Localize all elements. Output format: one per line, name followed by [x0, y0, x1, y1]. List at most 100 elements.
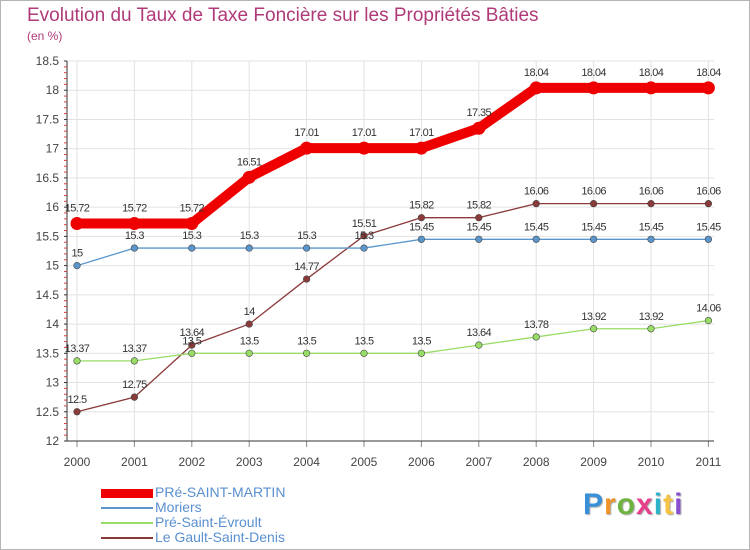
- data-point-s4: [360, 232, 368, 240]
- data-label-s2: 15.45: [409, 221, 434, 233]
- series-line-3: [76, 319, 710, 362]
- y-tick-label: 17.5: [36, 112, 60, 126]
- legend-swatch: [101, 488, 153, 498]
- data-label-s2: 15.45: [524, 221, 549, 233]
- data-point-s3: [73, 357, 81, 365]
- x-tick-label: 2009: [580, 455, 607, 469]
- data-point-s1: [357, 141, 371, 155]
- legend-swatch: [101, 522, 153, 524]
- data-label-s4: 16.06: [581, 186, 606, 198]
- data-label-s1: 17.35: [467, 107, 492, 119]
- data-label-s2: 15.45: [581, 221, 606, 233]
- x-tick-label: 2004: [293, 455, 320, 469]
- x-tick-label: 2007: [465, 455, 492, 469]
- logo-letter: i: [674, 488, 684, 521]
- data-label-s4: 16.06: [639, 186, 664, 198]
- data-label-s4: 15.82: [467, 200, 492, 212]
- x-tick-label: 2006: [408, 455, 435, 469]
- data-label-s2: 15.45: [639, 221, 664, 233]
- axes: 12 12.5 13 13.5 14 14.5 15 15.5 16 16.5 17 17.5 18 18…: [36, 54, 722, 469]
- data-label-s3: 13.37: [65, 343, 90, 355]
- data-label-s1: 16.51: [237, 156, 262, 168]
- y-tick-label: 14.5: [36, 288, 60, 302]
- y-tick-label: 17: [46, 142, 60, 156]
- data-point-s3: [589, 325, 598, 333]
- data-point-s4: [647, 200, 655, 208]
- chart-unit-label: (en %): [27, 29, 63, 43]
- data-point-s3: [532, 333, 540, 341]
- data-label-s3: 13.5: [412, 335, 431, 347]
- data-point-s2: [417, 235, 426, 243]
- logo-letter: P: [583, 488, 605, 521]
- data-label-s1: 18.04: [696, 67, 721, 79]
- y-tick-label: 12.5: [36, 405, 60, 419]
- legend-swatch: [101, 537, 153, 539]
- data-point-s2: [589, 235, 598, 243]
- data-point-s1: [242, 170, 256, 184]
- x-tick-label: 2002: [178, 455, 205, 469]
- data-label-s3: 13.5: [182, 335, 201, 347]
- data-label-s2: 15.3: [297, 230, 316, 242]
- logo-letter: t: [663, 488, 675, 521]
- data-point-s3: [188, 349, 196, 357]
- x-tick-label: 2003: [236, 455, 263, 469]
- data-label-s4: 16.06: [696, 186, 721, 198]
- data-point-s3: [704, 316, 713, 325]
- data-point-s1: [587, 81, 601, 95]
- series-line-4: [76, 202, 710, 413]
- data-point-s4: [589, 200, 598, 208]
- series-line-1: [72, 82, 714, 229]
- y-tick-label: 16: [46, 200, 60, 214]
- proxiti-logo: Proxiti: [583, 488, 683, 522]
- data-point-s1: [185, 217, 199, 231]
- x-tick-label: 2005: [351, 455, 378, 469]
- y-tick-label: 12: [46, 434, 60, 448]
- chart-title: Evolution du Taux de Taxe Foncière sur l…: [27, 5, 539, 26]
- data-label-s1: 15.72: [180, 203, 205, 215]
- data-label-s3: 13.78: [524, 319, 549, 331]
- data-point-s1: [300, 141, 314, 155]
- data-point-s4: [532, 200, 540, 208]
- data-point-s4: [245, 320, 253, 328]
- data-label-s3: 13.5: [297, 335, 316, 347]
- data-label-s4: 15.51: [352, 218, 377, 230]
- legend-label: Le Gault-Saint-Denis: [155, 529, 285, 545]
- logo-letter: o: [616, 488, 637, 521]
- data-point-s3: [130, 357, 138, 365]
- data-point-s4: [73, 408, 81, 416]
- legend-label: Moriers: [155, 499, 202, 515]
- data-label-s3: 13.92: [581, 311, 606, 323]
- data-point-s3: [417, 349, 426, 357]
- data-label-s4: 12.75: [122, 379, 147, 391]
- logo-letter: i: [653, 488, 664, 521]
- y-tick-label: 18.5: [36, 54, 60, 68]
- data-point-s3: [245, 349, 253, 357]
- data-point-s2: [704, 235, 713, 243]
- x-tick-label: 2000: [64, 455, 91, 469]
- data-point-s2: [475, 235, 483, 243]
- data-label-s3: 13.37: [122, 343, 147, 355]
- legend-swatch: [101, 507, 153, 509]
- y-tick-label: 13: [46, 376, 60, 390]
- data-label-s1: 15.72: [65, 203, 90, 215]
- y-tick-label: 14: [46, 317, 60, 331]
- data-label-s2: 15.45: [696, 221, 721, 233]
- data-point-s2: [188, 244, 196, 252]
- data-label-s3: 14.06: [696, 303, 721, 315]
- data-point-s1: [644, 81, 658, 95]
- data-label-s2: 15.3: [354, 230, 373, 242]
- x-tick-label: 2011: [695, 455, 721, 469]
- data-label-s4: 16.06: [524, 186, 549, 198]
- data-label-s4: 14: [244, 306, 256, 318]
- data-label-s4: 12.5: [67, 394, 86, 406]
- data-label-s3: 13.64: [467, 327, 492, 339]
- data-point-s2: [303, 244, 311, 252]
- data-point-s2: [647, 235, 655, 243]
- data-point-s4: [130, 393, 138, 401]
- data-label-s2: 15: [71, 248, 83, 260]
- x-tick-label: 2001: [121, 455, 148, 469]
- data-point-s2: [245, 244, 253, 252]
- data-label-s1: 17.01: [352, 127, 377, 139]
- data-point-s4: [475, 214, 483, 222]
- y-tick-label: 15.5: [36, 229, 60, 243]
